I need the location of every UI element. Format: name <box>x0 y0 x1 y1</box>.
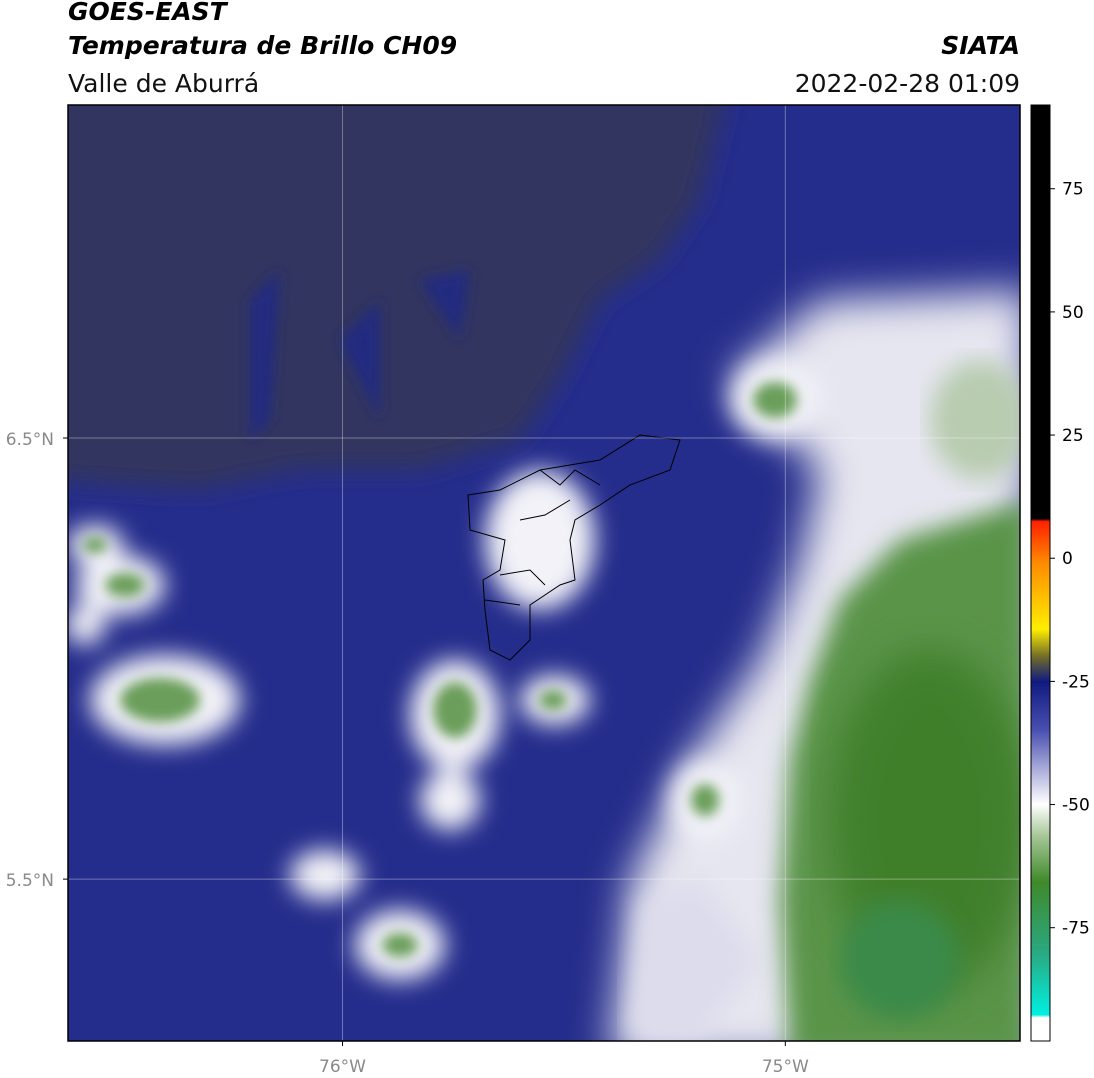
colorbar-label: -50 <box>1062 796 1090 816</box>
colorbar-label: 50 <box>1062 303 1084 323</box>
datetime: 2022-02-28 01:09 <box>795 69 1020 98</box>
title: GOES-EAST <box>68 0 229 26</box>
boundary <box>467 434 681 661</box>
satellite-image <box>68 105 1020 1041</box>
colorbar <box>1030 104 1051 1042</box>
colorbar-label: 0 <box>1062 549 1073 569</box>
lon-label: 76°W <box>319 1057 366 1077</box>
map-frame <box>67 104 1021 1042</box>
source: SIATA <box>941 31 1020 60</box>
colorbar-label: -75 <box>1062 919 1090 939</box>
lon-label: 75°W <box>762 1057 809 1077</box>
region: Valle de Aburrá <box>68 69 259 98</box>
lat-label: 5.5°N <box>6 871 54 891</box>
subtitle: Temperatura de Brillo CH09 <box>68 31 457 60</box>
colorbar-label: 25 <box>1062 426 1084 446</box>
colorbar-label: 75 <box>1062 180 1084 200</box>
colorbar-label: -25 <box>1062 672 1090 692</box>
lat-label: 6.5°N <box>6 430 54 450</box>
